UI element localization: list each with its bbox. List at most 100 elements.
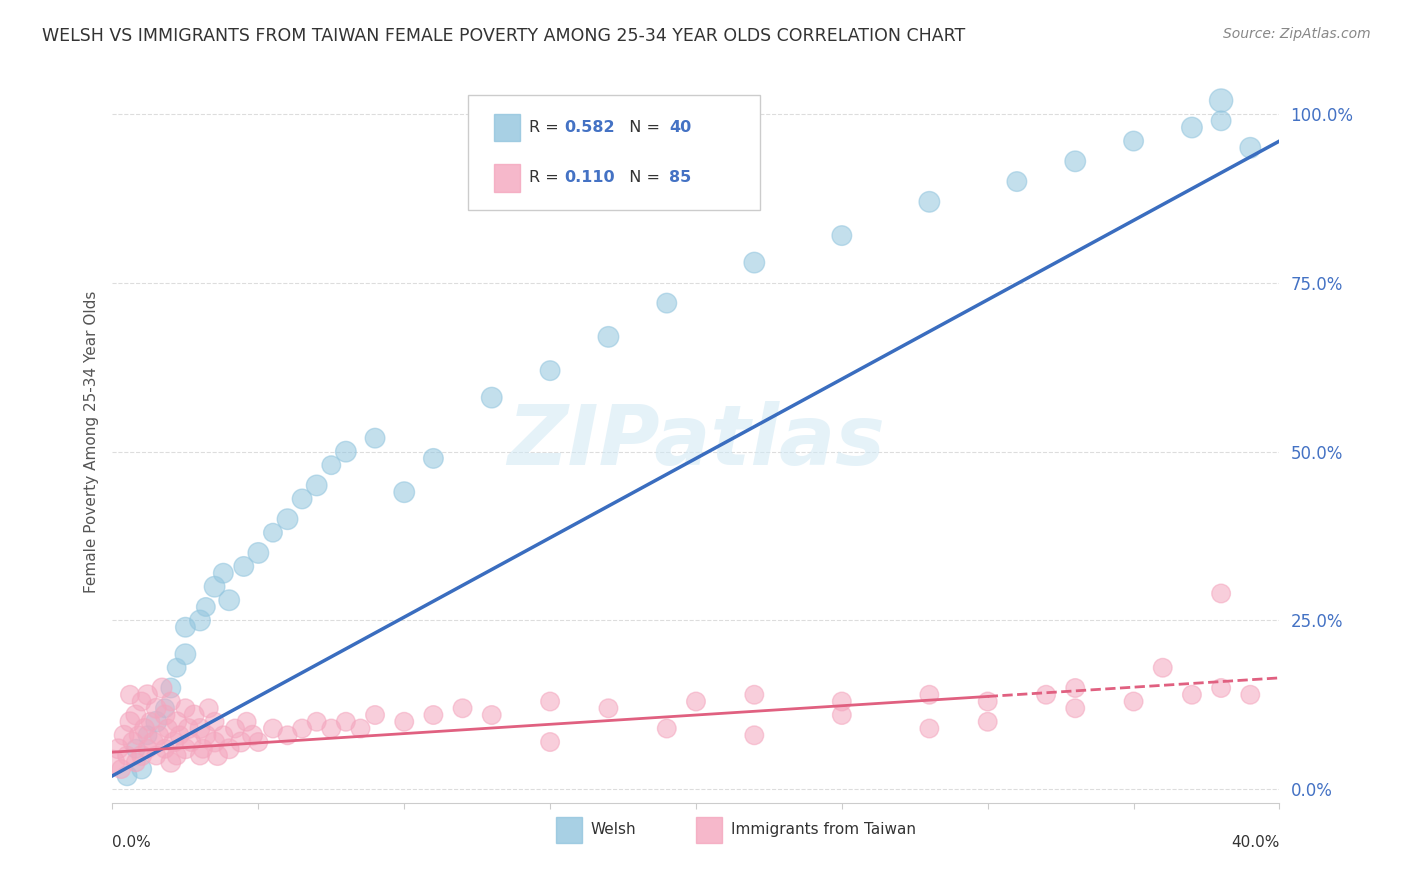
Point	[218, 593, 240, 607]
Text: Welsh: Welsh	[591, 822, 637, 837]
Point	[150, 681, 173, 695]
Point	[174, 741, 197, 756]
Point	[204, 580, 226, 594]
Point	[1005, 175, 1028, 189]
Point	[831, 708, 853, 723]
FancyBboxPatch shape	[468, 95, 761, 211]
Point	[177, 722, 200, 736]
Point	[1209, 113, 1232, 128]
Point	[538, 694, 561, 708]
Point	[247, 735, 270, 749]
Point	[1122, 694, 1144, 708]
Point	[422, 708, 444, 723]
Point	[1122, 134, 1144, 148]
Point	[191, 741, 214, 756]
Point	[212, 728, 235, 742]
Text: R =: R =	[529, 120, 564, 135]
Point	[115, 748, 138, 763]
Point	[125, 708, 148, 723]
Point	[232, 559, 254, 574]
Point	[204, 735, 226, 749]
Point	[101, 756, 124, 770]
Point	[394, 485, 416, 500]
Text: 85: 85	[669, 170, 692, 186]
Bar	[555, 817, 582, 843]
Bar	[494, 113, 520, 141]
Text: 0.110: 0.110	[564, 170, 614, 186]
Point	[136, 728, 159, 742]
Point	[125, 741, 148, 756]
Point	[276, 728, 298, 742]
Point	[262, 722, 284, 736]
Text: Source: ZipAtlas.com: Source: ZipAtlas.com	[1223, 27, 1371, 41]
Point	[831, 228, 853, 243]
Point	[118, 688, 141, 702]
Point	[174, 647, 197, 661]
Point	[364, 708, 387, 723]
Point	[305, 478, 328, 492]
Point	[160, 681, 183, 695]
Point	[742, 255, 765, 269]
Point	[160, 694, 183, 708]
Point	[125, 756, 148, 770]
Point	[1239, 141, 1261, 155]
Point	[685, 694, 707, 708]
Point	[224, 722, 246, 736]
Point	[538, 735, 561, 749]
Point	[1064, 154, 1087, 169]
Point	[1209, 681, 1232, 695]
Point	[148, 728, 170, 742]
Point	[212, 566, 235, 581]
Point	[131, 748, 153, 763]
Point	[1209, 94, 1232, 108]
Point	[242, 728, 264, 742]
Point	[145, 748, 167, 763]
Point	[918, 688, 941, 702]
Point	[183, 708, 205, 723]
Point	[1239, 688, 1261, 702]
Point	[1209, 586, 1232, 600]
Point	[655, 296, 678, 310]
Point	[110, 762, 132, 776]
Point	[134, 722, 156, 736]
Point	[153, 708, 176, 723]
Point	[188, 748, 211, 763]
Text: 40: 40	[669, 120, 692, 135]
Point	[481, 708, 503, 723]
Point	[139, 714, 162, 729]
Point	[122, 735, 145, 749]
Point	[128, 728, 150, 742]
Point	[131, 694, 153, 708]
Point	[166, 714, 188, 729]
Point	[136, 741, 159, 756]
Text: ZIPatlas: ZIPatlas	[508, 401, 884, 482]
Point	[169, 728, 191, 742]
Point	[598, 330, 620, 344]
Point	[1181, 120, 1204, 135]
Point	[1181, 688, 1204, 702]
Point	[1152, 661, 1174, 675]
Bar	[494, 164, 520, 192]
Text: N =: N =	[619, 120, 665, 135]
Point	[742, 728, 765, 742]
Point	[394, 714, 416, 729]
Point	[976, 694, 998, 708]
Point	[276, 512, 298, 526]
Bar	[696, 817, 721, 843]
Point	[598, 701, 620, 715]
Point	[180, 735, 202, 749]
Point	[918, 194, 941, 209]
Point	[166, 748, 188, 763]
Point	[976, 714, 998, 729]
Point	[235, 714, 257, 729]
Point	[349, 722, 371, 736]
Text: 40.0%: 40.0%	[1232, 835, 1279, 850]
Point	[831, 694, 853, 708]
Point	[422, 451, 444, 466]
Point	[156, 722, 179, 736]
Point	[451, 701, 474, 715]
Point	[305, 714, 328, 729]
Point	[107, 741, 129, 756]
Point	[291, 491, 314, 506]
Point	[207, 748, 229, 763]
